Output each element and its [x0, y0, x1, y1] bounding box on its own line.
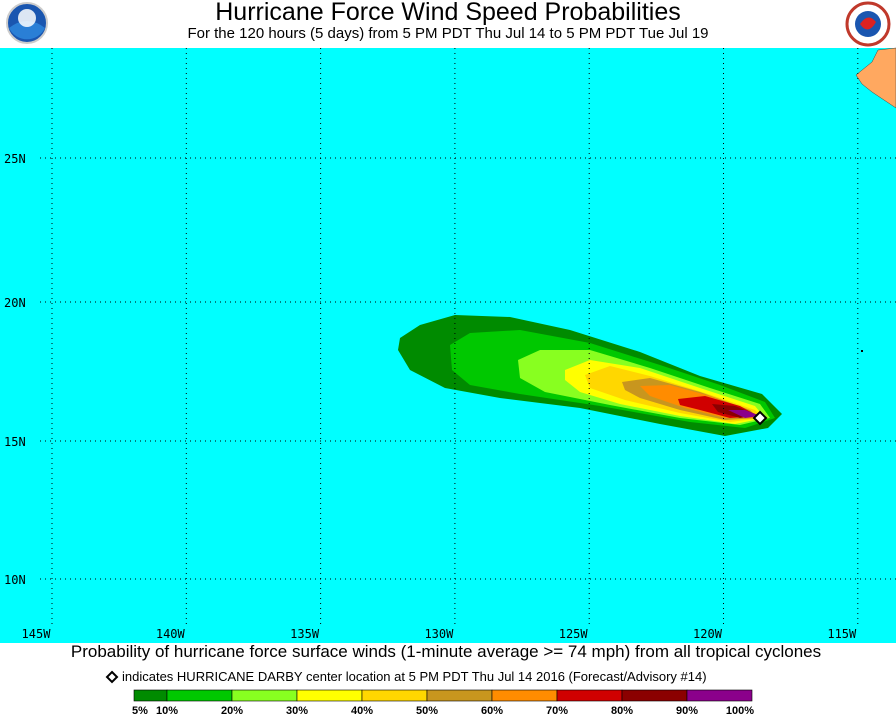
lon-label: 135W [290, 627, 320, 641]
legend-label: 20% [221, 705, 243, 716]
legend-label: 40% [351, 705, 373, 716]
legend-swatch [361, 689, 428, 702]
title: Hurricane Force Wind Speed Probabilities [215, 0, 681, 26]
legend-label: 60% [481, 705, 503, 716]
legend-swatch [621, 689, 688, 702]
lat-label: 20N [4, 296, 26, 310]
caption: Probability of hurricane force surface w… [71, 642, 821, 661]
lon-label: 130W [424, 627, 454, 641]
lat-label: 10N [4, 573, 26, 587]
contour [728, 410, 760, 418]
legend-swatch [556, 689, 623, 702]
legend-swatch [426, 689, 493, 702]
legend-swatch [296, 689, 363, 702]
legend-label: 70% [546, 705, 568, 716]
legend-swatch [686, 689, 753, 702]
legend-swatch [166, 689, 233, 702]
legend-label: 10% [156, 705, 178, 716]
legend-swatch [231, 689, 298, 702]
land [855, 47, 896, 109]
lat-label: 15N [4, 435, 26, 449]
map: 25N 20N 15N 10N 145W 140W 135W 130W 125W 120W 115W [0, 47, 896, 643]
legend: 5% 10% 20% 30% 40% 50% 60% 70% 80% 90% 100% [132, 689, 754, 716]
nws-logo [845, 1, 891, 47]
storm-center [752, 410, 768, 426]
legend-label: 5% [132, 705, 148, 716]
noaa-logo [6, 2, 48, 44]
legend-label: 80% [611, 705, 633, 716]
lon-label: 120W [693, 627, 723, 641]
legend-label: 50% [416, 705, 438, 716]
legend-label: 100% [726, 705, 754, 716]
lon-label: 145W [22, 627, 52, 641]
grid: 25N 20N 15N 10N 145W 140W 135W 130W 125W 120W 115W [4, 48, 896, 641]
subtitle: For the 120 hours (5 days) from 5 PM PDT… [187, 25, 708, 42]
lon-label: 125W [559, 627, 589, 641]
note: indicates HURRICANE DARBY center locatio… [122, 669, 707, 684]
island [861, 350, 863, 352]
legend-swatch [491, 689, 558, 702]
lat-label: 25N [4, 152, 26, 166]
lon-label: 115W [827, 627, 857, 641]
probability-contours [398, 315, 782, 436]
legend-label: 90% [676, 705, 698, 716]
diamond-icon [105, 670, 119, 684]
legend-label: 30% [286, 705, 308, 716]
lon-label: 140W [156, 627, 186, 641]
header-bg [0, 0, 896, 48]
legend-swatch [133, 689, 168, 702]
